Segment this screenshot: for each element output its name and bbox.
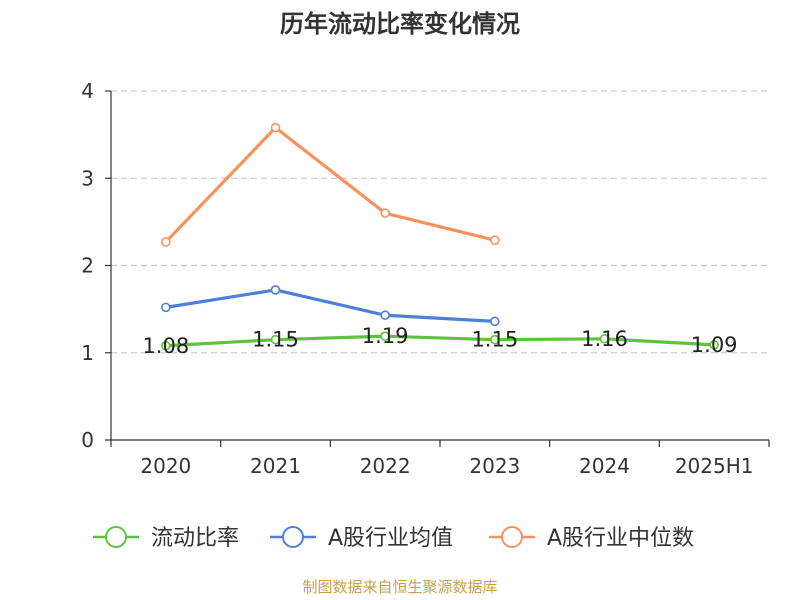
y-tick-label: 2 bbox=[81, 254, 94, 278]
data-label: 1.19 bbox=[362, 324, 409, 348]
series-line bbox=[164, 126, 496, 244]
data-point bbox=[490, 235, 500, 245]
data-point bbox=[380, 208, 390, 218]
data-label: 1.08 bbox=[142, 334, 189, 358]
data-label: 1.15 bbox=[471, 328, 518, 352]
data-point bbox=[270, 285, 281, 295]
x-tick-label: 2025H1 bbox=[675, 454, 754, 478]
x-tick-label: 2020 bbox=[140, 454, 191, 478]
data-point bbox=[490, 334, 500, 345]
y-tick-label: 3 bbox=[81, 166, 94, 190]
data-labels: 1.08 1.15 1.19 1.15 1.16 1.09 bbox=[142, 324, 737, 358]
legend[interactable]: 流动比率 A股行业均值 A股行业中位数 bbox=[93, 526, 694, 551]
data-point bbox=[490, 316, 500, 327]
series-line bbox=[165, 334, 715, 348]
legend-marker-icon bbox=[282, 526, 304, 548]
y-tick-label: 0 bbox=[81, 428, 94, 452]
data-point bbox=[380, 331, 390, 341]
y-tick-label: 4 bbox=[81, 79, 94, 103]
data-point bbox=[270, 122, 281, 133]
y-tick-label: 1 bbox=[81, 341, 94, 365]
x-tick-label: 2023 bbox=[469, 454, 520, 478]
series-line bbox=[165, 288, 495, 323]
chart-title: 历年流动比率变化情况 bbox=[280, 10, 520, 38]
legend-label: A股行业均值 bbox=[328, 526, 453, 551]
data-label: 1.15 bbox=[252, 328, 299, 352]
data-label: 1.09 bbox=[691, 333, 738, 357]
data-point bbox=[161, 340, 171, 351]
series-layer bbox=[161, 122, 719, 351]
legend-label: 流动比率 bbox=[151, 526, 239, 551]
data-point bbox=[599, 333, 610, 344]
x-tick-label: 2021 bbox=[250, 454, 301, 478]
data-point bbox=[380, 310, 390, 321]
legend-item[interactable]: A股行业中位数 bbox=[489, 526, 694, 551]
data-point bbox=[161, 237, 171, 247]
legend-item[interactable]: 流动比率 bbox=[93, 526, 239, 551]
x-tick-label: 2022 bbox=[360, 454, 411, 478]
data-point bbox=[270, 334, 281, 345]
data-point bbox=[161, 302, 171, 313]
legend-item[interactable]: A股行业均值 bbox=[270, 526, 453, 551]
axes: 0 1 2 3 4 2020 2021 2022 2023 2024 2025H1 bbox=[81, 79, 770, 478]
grid-lines bbox=[111, 90, 769, 354]
data-point bbox=[709, 340, 719, 350]
legend-marker-icon bbox=[501, 526, 523, 548]
source-note: 制图数据来自恒生聚源数据库 bbox=[302, 578, 498, 596]
legend-marker-icon bbox=[105, 526, 127, 548]
data-label: 1.16 bbox=[581, 327, 628, 351]
x-tick-label: 2024 bbox=[579, 454, 630, 478]
legend-label: A股行业中位数 bbox=[547, 526, 694, 551]
